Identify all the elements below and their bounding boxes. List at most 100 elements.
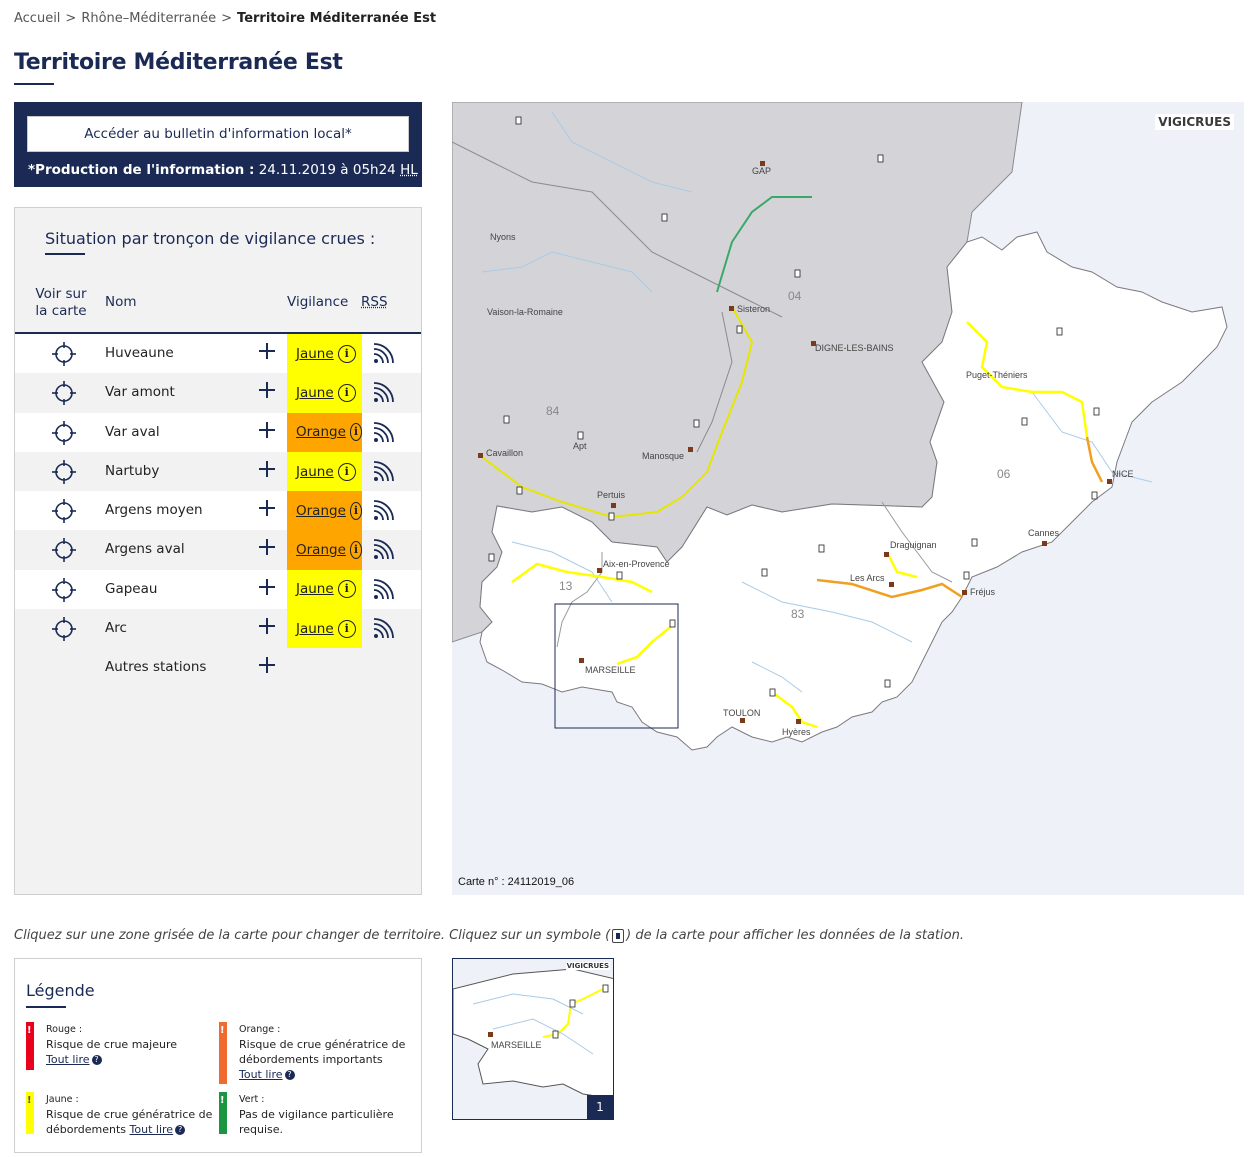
production-timezone: HL bbox=[400, 162, 418, 178]
legend-color-jaune: ! bbox=[26, 1092, 34, 1134]
rss-feed-icon[interactable] bbox=[371, 460, 395, 484]
station-icon bbox=[1091, 491, 1098, 500]
vigilance-level-link[interactable]: Orange bbox=[296, 542, 346, 559]
locate-on-map-icon[interactable] bbox=[52, 342, 76, 366]
production-label: *Production de l'information : bbox=[28, 162, 255, 178]
locate-on-map-icon[interactable] bbox=[52, 459, 76, 484]
info-icon[interactable]: i bbox=[349, 423, 362, 442]
info-icon[interactable]: i bbox=[337, 462, 356, 481]
locate-on-map-icon[interactable] bbox=[52, 538, 76, 563]
column-header-rss: RSS bbox=[361, 294, 388, 310]
vigilance-cell: Orange i bbox=[287, 412, 362, 452]
locate-on-map-icon[interactable] bbox=[52, 499, 76, 524]
legend-title: Légende bbox=[26, 981, 95, 1000]
department-label: 04 bbox=[788, 289, 802, 303]
legend-read-more-link[interactable]: Tout lire bbox=[129, 1123, 174, 1136]
expand-plus-icon[interactable] bbox=[259, 421, 275, 438]
department-label: 84 bbox=[546, 404, 560, 418]
rss-feed-icon[interactable] bbox=[371, 421, 395, 445]
bulletin-box: Accéder au bulletin d'information local*… bbox=[14, 102, 422, 187]
legend-read-more-link[interactable]: Tout lire bbox=[239, 1068, 283, 1081]
expand-plus-icon[interactable] bbox=[259, 657, 275, 674]
locate-on-map-icon[interactable] bbox=[52, 420, 76, 445]
station-icon bbox=[515, 116, 522, 125]
table-row: Argens aval Orange i bbox=[15, 530, 421, 570]
place-label: Cannes bbox=[1028, 528, 1060, 538]
table-row: Nartuby Jaune i bbox=[15, 451, 421, 492]
instructions-after: ) de la carte pour afficher les données … bbox=[626, 928, 964, 943]
station-icon bbox=[736, 325, 743, 334]
vigilance-level-link[interactable]: Jaune bbox=[296, 620, 334, 637]
legend-color-orange: ! bbox=[219, 1022, 227, 1084]
locate-on-map-icon[interactable] bbox=[52, 577, 76, 602]
vigilance-level-link[interactable]: Orange bbox=[296, 502, 346, 519]
info-icon[interactable]: i bbox=[337, 383, 356, 402]
place-label: Les Arcs bbox=[850, 573, 885, 583]
expand-plus-icon[interactable] bbox=[259, 578, 275, 595]
breadcrumb-home-link[interactable]: Accueil bbox=[14, 11, 61, 26]
section-name: Huveaune bbox=[105, 345, 174, 361]
instructions-before: Cliquez sur une zone grisée de la carte … bbox=[14, 928, 611, 943]
vigilance-level-link[interactable]: Jaune bbox=[296, 384, 334, 401]
map-canvas[interactable]: GAP Nyons Vaison-la-Romaine Sisteron DIG… bbox=[452, 102, 1244, 895]
thumbnail-map: MARSEILLE bbox=[453, 968, 613, 1100]
rss-feed-icon[interactable] bbox=[371, 617, 395, 641]
vigilance-level-link[interactable]: Jaune bbox=[296, 581, 334, 598]
vigilance-map[interactable]: GAP Nyons Vaison-la-Romaine Sisteron DIG… bbox=[452, 102, 1244, 895]
legend-color-vert: ! bbox=[219, 1092, 227, 1134]
situation-panel: Situation par tronçon de vigilance crues… bbox=[14, 207, 422, 895]
place-label: Apt bbox=[573, 441, 587, 451]
info-icon[interactable]: i bbox=[349, 541, 362, 560]
expand-plus-icon[interactable] bbox=[259, 618, 275, 635]
info-icon[interactable]: i bbox=[337, 619, 356, 638]
help-icon: ? bbox=[284, 1070, 295, 1080]
table-row-other-stations: Autres stations bbox=[15, 648, 421, 688]
vigicrues-logo: VIGICRUES bbox=[1155, 114, 1234, 130]
vigilance-level-link[interactable]: Jaune bbox=[296, 463, 334, 480]
rss-feed-icon[interactable] bbox=[371, 538, 395, 562]
legend-item-orange: ! Orange : Risque de crue génératrice de… bbox=[219, 1022, 409, 1084]
vigilance-level-link[interactable]: Orange bbox=[296, 424, 346, 441]
locate-on-map-icon[interactable] bbox=[52, 617, 76, 642]
rss-feed-icon[interactable] bbox=[371, 342, 395, 366]
vigilance-level-link[interactable]: Jaune bbox=[296, 345, 334, 362]
town-marker bbox=[688, 447, 693, 452]
table-row: Var aval Orange i bbox=[15, 412, 421, 452]
legend-read-more-link[interactable]: Tout lire bbox=[46, 1053, 90, 1066]
section-name: Var aval bbox=[105, 423, 160, 440]
station-icon bbox=[963, 571, 970, 580]
expand-plus-icon[interactable] bbox=[259, 460, 275, 477]
place-label: Vaison-la-Romaine bbox=[487, 307, 563, 317]
place-label: TOULON bbox=[723, 708, 760, 718]
breadcrumb-region-link[interactable]: Rhône–Méditerranée bbox=[81, 11, 217, 26]
section-name: Var amont bbox=[105, 384, 175, 401]
legend-name: Rouge : bbox=[46, 1024, 83, 1035]
locate-on-map-icon[interactable] bbox=[52, 381, 76, 406]
place-label: GAP bbox=[752, 166, 771, 176]
town-marker bbox=[796, 719, 801, 724]
expand-plus-icon[interactable] bbox=[259, 500, 275, 517]
info-icon[interactable]: i bbox=[337, 580, 356, 599]
station-icon bbox=[877, 154, 884, 163]
section-orange-var bbox=[1085, 436, 1104, 483]
bulletin-button[interactable]: Accéder au bulletin d'information local* bbox=[27, 116, 409, 152]
place-label: Sisteron bbox=[737, 304, 770, 314]
rss-feed-icon[interactable] bbox=[371, 578, 395, 602]
department-label: 83 bbox=[791, 607, 805, 621]
expand-plus-icon[interactable] bbox=[259, 382, 275, 399]
info-icon[interactable]: i bbox=[349, 501, 362, 520]
production-info: *Production de l'information : 24.11.201… bbox=[28, 162, 418, 178]
station-icon bbox=[769, 688, 776, 697]
inset-thumbnail-marseille[interactable]: MARSEILLE VIGICRUES 1 bbox=[452, 958, 614, 1120]
place-label: Cavaillon bbox=[486, 448, 523, 458]
section-name: Nartuby bbox=[105, 462, 160, 479]
section-green bbox=[716, 196, 812, 293]
section-yellow-arc bbox=[511, 562, 653, 594]
rss-feed-icon[interactable] bbox=[371, 381, 395, 405]
legend-name: Orange : bbox=[239, 1024, 281, 1035]
info-icon[interactable]: i bbox=[337, 344, 356, 363]
legend-desc: Pas de vigilance particulière requise. bbox=[239, 1108, 394, 1136]
expand-plus-icon[interactable] bbox=[259, 539, 275, 556]
rss-feed-icon[interactable] bbox=[371, 499, 395, 523]
expand-plus-icon[interactable] bbox=[259, 343, 275, 359]
